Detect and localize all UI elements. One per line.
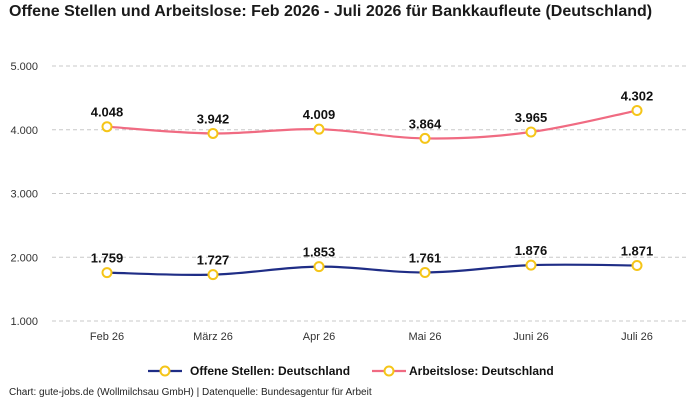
arbeitslose-point bbox=[525, 126, 537, 138]
arbeitslose-data-label: 4.009 bbox=[303, 107, 336, 122]
offene-stellen-point bbox=[525, 259, 537, 271]
x-tick-label: Juni 26 bbox=[513, 331, 548, 343]
arbeitslose-data-label: 3.965 bbox=[515, 110, 548, 125]
grid bbox=[52, 65, 688, 322]
arbeitslose-legend-label: Arbeitslose: Deutschland bbox=[409, 364, 554, 378]
offene-stellen-data-label: 1.871 bbox=[621, 243, 654, 258]
x-axis: Feb 26 März 26 Apr 26 Mai 26 Juni 26 Juli 26 bbox=[90, 331, 653, 343]
x-tick-label: Feb 26 bbox=[90, 331, 124, 343]
arbeitslose-line bbox=[106, 109, 638, 140]
y-tick-label: 5.000 bbox=[10, 61, 38, 73]
offene-stellen-point bbox=[419, 266, 431, 278]
offene-stellen-data-label: 1.876 bbox=[515, 243, 548, 258]
offene-stellen-point bbox=[101, 267, 113, 279]
y-tick-label: 4.000 bbox=[10, 125, 38, 137]
arbeitslose-data-label: 3.864 bbox=[409, 116, 442, 131]
arbeitslose-point bbox=[101, 121, 113, 133]
chart-title: Offene Stellen und Arbeitslose: Feb 2026… bbox=[9, 3, 653, 20]
x-tick-label: Mai 26 bbox=[408, 331, 441, 343]
offene-stellen-legend-marker bbox=[159, 365, 171, 377]
x-tick-label: Juli 26 bbox=[621, 331, 653, 343]
offene-stellen-data-label: 1.853 bbox=[303, 245, 336, 260]
arbeitslose-data-label: 3.942 bbox=[197, 111, 230, 126]
offene-stellen-data-label: 1.759 bbox=[91, 251, 124, 266]
offene-stellen-data-label: 1.727 bbox=[197, 253, 230, 268]
y-axis: 1.000 2.000 3.000 4.000 5.000 bbox=[10, 61, 38, 328]
arbeitslose-data-label: 4.302 bbox=[621, 88, 654, 103]
arbeitslose-point bbox=[631, 104, 643, 116]
offene-stellen-line bbox=[106, 263, 638, 276]
source-footer: Chart: gute-jobs.de (Wollmilchsau GmbH) … bbox=[9, 387, 372, 398]
y-tick-label: 3.000 bbox=[10, 189, 38, 201]
y-tick-label: 1.000 bbox=[10, 316, 38, 328]
offene-stellen-point bbox=[207, 269, 219, 281]
y-tick-label: 2.000 bbox=[10, 252, 38, 264]
offene-stellen-data-label: 1.761 bbox=[409, 250, 442, 265]
arbeitslose-point bbox=[313, 123, 325, 135]
arbeitslose-data-label: 4.048 bbox=[91, 105, 124, 120]
x-tick-label: Apr 26 bbox=[303, 331, 335, 343]
arbeitslose-legend-marker bbox=[383, 365, 395, 377]
x-tick-label: März 26 bbox=[193, 331, 233, 343]
offene-stellen-legend-label: Offene Stellen: Deutschland bbox=[190, 364, 350, 378]
offene-stellen-point bbox=[313, 261, 325, 273]
legend: Offene Stellen: Deutschland Arbeitslose: … bbox=[148, 364, 554, 378]
offene-stellen-point bbox=[631, 259, 643, 271]
series-layer: 1.759 1.727 1.853 1.761 1.876 1.871 4.048 3.942… bbox=[91, 88, 654, 281]
arbeitslose-point bbox=[207, 127, 219, 139]
arbeitslose-point bbox=[419, 132, 431, 144]
